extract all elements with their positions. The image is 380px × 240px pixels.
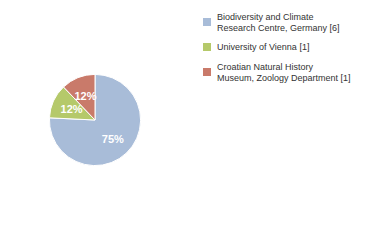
svg-text:75%: 75% [102, 133, 124, 145]
svg-text:Croatian Natural History: Croatian Natural History [217, 62, 314, 72]
svg-text:12%: 12% [74, 90, 96, 102]
svg-text:Biodiversity and Climate: Biodiversity and Climate [217, 12, 314, 22]
svg-text:Museum, Zoology Department [1]: Museum, Zoology Department [1] [217, 73, 351, 83]
svg-text:University of Vienna [1]: University of Vienna [1] [217, 42, 309, 52]
svg-text:12%: 12% [61, 103, 83, 115]
svg-text:Research Centre, Germany [6]: Research Centre, Germany [6] [217, 23, 340, 33]
